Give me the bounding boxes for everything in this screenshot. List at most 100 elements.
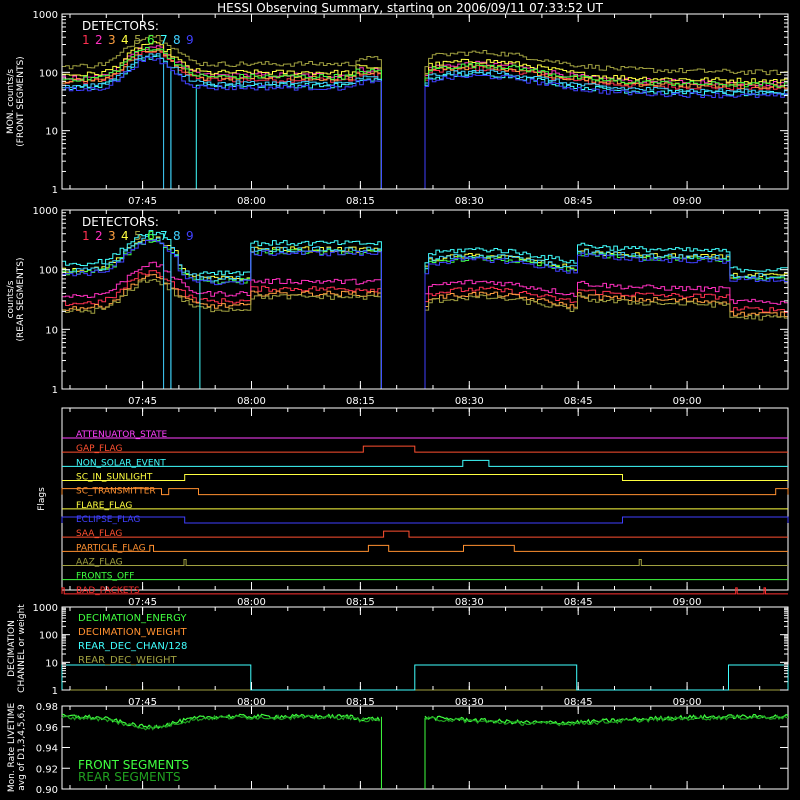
decimation-time-tick-label: 09:00 <box>673 697 702 708</box>
livetime-y-tick-label: 0.96 <box>36 723 58 734</box>
decimation-legend-entry: DECIMATION_ENERGY <box>78 613 187 624</box>
figure-title: HESSI Observing Summary, starting on 200… <box>217 1 603 15</box>
flags-ylabel: Flags <box>37 487 47 511</box>
flag-label: ECLIPSE_FLAG <box>76 515 140 525</box>
panel-rear-y-tick-label: 1 <box>52 385 58 396</box>
flags-time-tick-label: 08:00 <box>237 597 266 608</box>
flags-time-tick-label: 07:45 <box>128 597 157 608</box>
panel-front-legend-title: DETECTORS: <box>82 19 159 33</box>
decimation-time-tick-label: 08:00 <box>237 697 266 708</box>
panel-rear-legend-entry: 8 <box>173 229 181 243</box>
panel-front-time-tick-label: 09:00 <box>673 196 702 207</box>
panel-rear-time-tick-label: 07:45 <box>128 396 157 407</box>
panel-rear-ylabel-line: (REAR SEGMENTS) <box>16 257 26 341</box>
panel-rear: DETECTORS:1 2 3 4 5 6 7 8 9 <box>62 215 789 390</box>
panel-front-frame <box>61 13 789 190</box>
rear-dec-chan-line <box>61 664 789 691</box>
flag-line-particle-flag <box>62 544 788 552</box>
flag-label: ATTENUATOR_STATE <box>76 430 168 440</box>
panel-rear-legend-entry: 7 <box>160 229 168 243</box>
flag-label: SAA_FLAG <box>76 529 122 539</box>
panel-rear-frame <box>61 209 789 390</box>
panel-front-legend-entry: 2 <box>95 33 103 47</box>
panel-front-series-5-line <box>62 34 789 190</box>
livetime-ylabel-line: avg of D1,3,4,5,6,9 <box>17 704 27 791</box>
decimation-y-tick-label: 1 <box>52 686 58 697</box>
flag-label: BAD_PACKETS <box>76 586 140 596</box>
flag-line-sc-transmitter <box>61 488 789 496</box>
flag-label: SC_IN_SUNLIGHT <box>76 473 153 483</box>
decimation-y-tick-label: 10 <box>45 658 58 669</box>
flag-label: FRONTS_OFF <box>76 572 134 582</box>
panel-front-ylabel-line: MON. counts/s <box>6 69 16 134</box>
flag-label: GAP_FLAG <box>76 444 122 454</box>
decimation-y-tick-label: 1000 <box>33 603 58 614</box>
panel-rear-y-tick-label: 1000 <box>33 206 58 217</box>
flag-label: PARTICLE_FLAG <box>76 543 146 553</box>
flags-time-tick-label: 08:15 <box>346 597 375 608</box>
panel-rear-series-5-line <box>62 279 789 390</box>
panel-front-legend-entry: 1 <box>82 33 90 47</box>
panel-front-time-tick-label: 08:00 <box>237 196 266 207</box>
decimation-legend-entry: REAR_DEC_CHAN/128 <box>78 641 187 652</box>
flag-line-sc-in-sunlight <box>62 474 788 481</box>
panel-rear-legend-entry: 1 <box>82 229 90 243</box>
panel-front-legend-entry: 6 <box>147 33 155 47</box>
panel-front-series-6-line <box>62 47 789 190</box>
panel-front-y-tick-label: 1000 <box>33 10 58 21</box>
decimation-ylabel-line: DECIMATION <box>7 620 17 677</box>
panel-rear-time-tick-label: 09:00 <box>673 396 702 407</box>
panel-front-legend-entry: 3 <box>108 33 116 47</box>
panel-rear-time-tick-label: 08:30 <box>455 396 484 407</box>
panel-rear-series-9-line <box>62 239 789 390</box>
flag-line-gap-flag <box>62 445 788 453</box>
livetime-y-tick-label: 0.90 <box>36 785 58 796</box>
flags-frame <box>61 407 789 591</box>
panel-front-y-tick-label: 10 <box>45 127 58 138</box>
panel-rear-series-8-line <box>62 235 789 390</box>
flag-line-saa-flag <box>62 530 788 538</box>
livetime-ylabel: Mon. Rate LIVETIME avg of D1,3,4,5,6,9 <box>7 703 27 793</box>
decimation-time-tick-label: 08:30 <box>455 697 484 708</box>
panel-front-legend-entry: 4 <box>121 33 129 47</box>
panel-rear-time-tick-label: 08:45 <box>564 396 593 407</box>
flags-ylabel-text: Flags <box>37 487 47 511</box>
panel-front-legend-entry: 5 <box>134 33 142 47</box>
panel-front-time-tick-label: 08:30 <box>455 196 484 207</box>
decimation-ylabel: DECIMATION CHANNEL or weight <box>7 604 27 693</box>
flag-line-eclipse-flag <box>61 516 789 524</box>
flag-label: FLARE_FLAG <box>76 501 132 511</box>
flags-time-tick-label: 08:30 <box>455 597 484 608</box>
decimation-legend-entry: REAR_DEC_WEIGHT <box>78 655 177 666</box>
panel-front-series-8-line <box>62 53 789 190</box>
decimation-time-tick-label: 08:15 <box>346 697 375 708</box>
flag-line-bad-packets <box>61 587 788 595</box>
livetime-ylabel-line: Mon. Rate LIVETIME <box>7 703 17 793</box>
livetime-y-tick-label: 0.92 <box>36 764 58 775</box>
livetime-y-tick-label: 0.94 <box>36 744 58 755</box>
flags-time-tick-label: 09:00 <box>673 597 702 608</box>
panel-front-y-tick-label: 1 <box>52 185 58 196</box>
panel-front-time-tick-label: 08:15 <box>346 196 375 207</box>
panel-rear-ylabel-line: counts/s <box>6 280 16 318</box>
panel-front-ylabel-line: (FRONT SEGMENTS) <box>16 56 26 146</box>
panel-rear-legend-entry: 3 <box>108 229 116 243</box>
livetime-legend-entry: FRONT SEGMENTS <box>78 758 189 772</box>
decimation-time-tick-label: 07:45 <box>128 697 157 708</box>
panel-rear-legend-entry: 6 <box>147 229 155 243</box>
flag-label: AAZ_FLAG <box>76 558 123 568</box>
flag-label: SC_TRANSMITTER <box>76 487 156 497</box>
panel-rear-legend-title: DETECTORS: <box>82 215 159 229</box>
panel-rear-ylabel: counts/s (REAR SEGMENTS) <box>6 257 26 341</box>
flag-line-aaz-flag <box>62 559 788 566</box>
decimation-time-tick-label: 08:45 <box>564 697 593 708</box>
livetime-y-tick-label: 0.98 <box>36 702 58 713</box>
panel-rear-legend-entry: 4 <box>121 229 129 243</box>
panel-rear-y-tick-label: 100 <box>39 266 58 277</box>
panel-front-ylabel: MON. counts/s (FRONT SEGMENTS) <box>6 56 26 146</box>
flags-time-tick-label: 08:45 <box>564 597 593 608</box>
livetime-series-line <box>61 714 789 731</box>
decimation-ylabel-line: CHANNEL or weight <box>17 604 27 693</box>
